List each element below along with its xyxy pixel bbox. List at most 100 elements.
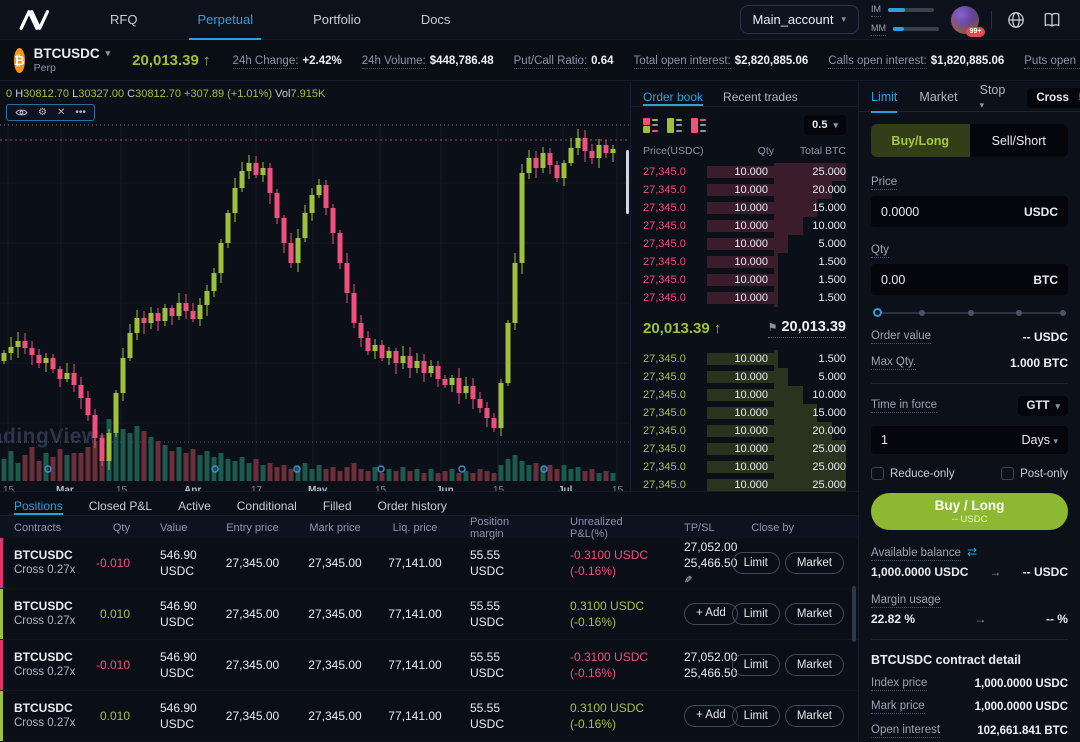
symbol-selector[interactable]: BTCUSDC ▾ bbox=[34, 46, 111, 62]
contract-detail-row: Mark price 1,000.0000 USDC bbox=[871, 700, 1068, 714]
positions-tab-active[interactable]: Active bbox=[178, 499, 211, 513]
order-type-tab-stop[interactable]: Stop ▾ bbox=[979, 82, 1006, 110]
ticker-bar: ₿ BTCUSDC ▾ Perp 20,013.39 ↑ 24h Change:… bbox=[0, 41, 1080, 81]
ask-row[interactable]: 27,345.0 10.000 10.000 bbox=[631, 217, 858, 235]
positions-panel: Positions Closed P&L Active Conditional Fill… bbox=[0, 491, 858, 742]
price-input[interactable]: 0.0000 USDC bbox=[871, 196, 1068, 227]
side-toggle: Buy/Long Sell/Short bbox=[871, 124, 1068, 157]
ohlc-legend: 0 H30812.70 L30327.00 C30812.70 +307.89 … bbox=[6, 88, 326, 100]
ask-row[interactable]: 27,345.0 10.000 1.500 bbox=[631, 289, 858, 307]
duration-input[interactable]: 1 Days ▾ bbox=[871, 426, 1068, 454]
close-limit-button[interactable]: Limit bbox=[731, 654, 780, 676]
bid-row[interactable]: 27,345.0 10.000 15.000 bbox=[631, 404, 858, 422]
positions-tab-conditional[interactable]: Conditional bbox=[236, 499, 297, 513]
nav-tab-portfolio[interactable]: Portfolio bbox=[313, 12, 361, 27]
ob-price: 27,345.0 bbox=[643, 443, 686, 455]
transfer-icon[interactable]: ⇄ bbox=[966, 545, 978, 559]
mark-price-flag[interactable]: ⚑ 20,013.39 bbox=[767, 319, 846, 338]
close-icon[interactable]: ✕ bbox=[56, 107, 66, 118]
column-header: Close by bbox=[751, 522, 794, 534]
bid-row[interactable]: 27,345.0 10.000 25.000 bbox=[631, 440, 858, 458]
contracts-cell: BTCUSDC Cross 0.27x bbox=[0, 700, 90, 732]
docs-book-icon[interactable] bbox=[1040, 8, 1064, 32]
bid-row[interactable]: 27,345.0 10.000 25.000 bbox=[631, 458, 858, 476]
orderbook-tab-order-book[interactable]: Order book bbox=[643, 90, 704, 106]
scrollbar-thumb[interactable] bbox=[626, 150, 629, 214]
positions-tab-closed-p-l[interactable]: Closed P&L bbox=[88, 499, 153, 513]
bid-row[interactable]: 27,345.0 10.000 5.000 bbox=[631, 368, 858, 386]
time-axis[interactable]: 15 Mar 15 Apr 17 May 15 Jun 15 Jul 15 bbox=[0, 485, 630, 491]
submit-buy-long-button[interactable]: Buy / Long -- USDC bbox=[871, 493, 1068, 530]
depth-bar bbox=[774, 217, 803, 235]
orderbook-mode-both-icon[interactable] bbox=[643, 117, 660, 133]
add-tpsl-button[interactable]: + Add bbox=[684, 705, 738, 727]
depth-bar bbox=[774, 199, 818, 217]
close-market-button[interactable]: Market bbox=[784, 705, 844, 727]
close-market-button[interactable]: Market bbox=[784, 603, 844, 625]
ask-row[interactable]: 27,345.0 10.000 20.000 bbox=[631, 181, 858, 199]
aevo-logo-icon[interactable] bbox=[18, 8, 52, 32]
bid-row[interactable]: 27,345.0 10.000 20.000 bbox=[631, 422, 858, 440]
qty-input[interactable]: 0.00 BTC bbox=[871, 264, 1068, 295]
ob-price: 27,345.0 bbox=[643, 256, 686, 268]
add-tpsl-button[interactable]: + Add bbox=[684, 603, 738, 625]
close-market-button[interactable]: Market bbox=[784, 552, 844, 574]
ob-qty: 10.000 bbox=[707, 238, 774, 250]
more-options-icon[interactable]: ••• bbox=[75, 107, 86, 118]
leverage-button[interactable]: Cross 5x bbox=[1027, 87, 1080, 108]
positions-tab-filled[interactable]: Filled bbox=[322, 499, 352, 513]
time-in-force-select[interactable]: GTT ▾ bbox=[1018, 396, 1068, 416]
orderbook-tab-recent-trades[interactable]: Recent trades bbox=[723, 90, 798, 104]
order-value: -- USDC bbox=[1022, 330, 1068, 344]
orderbook-mode-bids-icon[interactable] bbox=[667, 117, 684, 133]
ask-row[interactable]: 27,345.0 10.000 1.500 bbox=[631, 253, 858, 271]
contract-detail-title: BTCUSDC contract detail bbox=[871, 653, 1022, 667]
price-chart[interactable]: 0 H30812.70 L30327.00 C30812.70 +307.89 … bbox=[0, 82, 630, 491]
positions-tab-order-history[interactable]: Order history bbox=[377, 499, 447, 513]
bid-row[interactable]: 27,345.0 10.000 1.500 bbox=[631, 350, 858, 368]
grouping-select[interactable]: 0.5 ▾ bbox=[804, 115, 846, 135]
buy-long-tab[interactable]: Buy/Long bbox=[871, 124, 970, 157]
position-mark-price: 27,345.00 bbox=[308, 607, 362, 621]
close-limit-button[interactable]: Limit bbox=[731, 603, 780, 625]
bid-row[interactable]: 27,345.0 10.000 25.000 bbox=[631, 476, 858, 491]
gear-icon[interactable]: ⚙ bbox=[38, 107, 47, 118]
ob-total: 5.000 bbox=[774, 368, 846, 386]
nav-tab-docs[interactable]: Docs bbox=[420, 12, 451, 27]
order-type-tab-market[interactable]: Market bbox=[919, 89, 958, 104]
nav-tab-perpetual[interactable]: Perpetual bbox=[167, 0, 283, 40]
candlestick-plot[interactable] bbox=[0, 123, 630, 483]
column-header: Qty bbox=[112, 522, 130, 534]
close-market-button[interactable]: Market bbox=[784, 654, 844, 676]
avatar[interactable]: 99+ bbox=[951, 5, 985, 37]
sell-short-tab[interactable]: Sell/Short bbox=[991, 133, 1046, 148]
ask-row[interactable]: 27,345.0 10.000 25.000 bbox=[631, 163, 858, 181]
ask-row[interactable]: 27,345.0 10.000 1.500 bbox=[631, 271, 858, 289]
nav-tab-rfq[interactable]: RFQ bbox=[110, 12, 138, 27]
stat-value: 0.64 bbox=[591, 54, 614, 67]
ticker-stat: 24h Volume: $448,786.48 bbox=[361, 54, 494, 69]
duration-unit-select[interactable]: Days ▾ bbox=[1021, 433, 1059, 447]
bid-row[interactable]: 27,345.0 10.000 10.000 bbox=[631, 386, 858, 404]
qty-slider[interactable] bbox=[873, 308, 1066, 318]
close-limit-button[interactable]: Limit bbox=[731, 705, 780, 727]
globe-icon[interactable] bbox=[1004, 8, 1028, 32]
reduce-only-checkbox[interactable]: Reduce-only bbox=[871, 467, 955, 480]
orderbook-mode-asks-icon[interactable] bbox=[691, 117, 708, 133]
orderbook-column-headers: Price(USDC) Qty Total BTC bbox=[643, 145, 846, 157]
stat-label: 24h Volume: bbox=[361, 54, 426, 69]
ob-price: 27,345.0 bbox=[643, 461, 686, 473]
column-header: TP/SL bbox=[684, 522, 715, 534]
mid-price[interactable]: 20,013.39 ↑ bbox=[643, 320, 722, 337]
eye-icon[interactable] bbox=[15, 108, 28, 117]
ob-qty: 10.000 bbox=[707, 274, 774, 286]
ask-row[interactable]: 27,345.0 10.000 15.000 bbox=[631, 199, 858, 217]
positions-tab-positions[interactable]: Positions bbox=[14, 499, 63, 515]
order-type-tab-limit[interactable]: Limit bbox=[871, 90, 898, 113]
close-limit-button[interactable]: Limit bbox=[731, 552, 780, 574]
edit-tpsl-icon[interactable]: ✎ bbox=[684, 574, 693, 586]
post-only-checkbox[interactable]: Post-only bbox=[1001, 467, 1068, 480]
ask-row[interactable]: 27,345.0 10.000 5.000 bbox=[631, 235, 858, 253]
scrollbar-thumb[interactable] bbox=[852, 586, 856, 642]
account-selector[interactable]: Main_account ▾ bbox=[739, 5, 859, 34]
